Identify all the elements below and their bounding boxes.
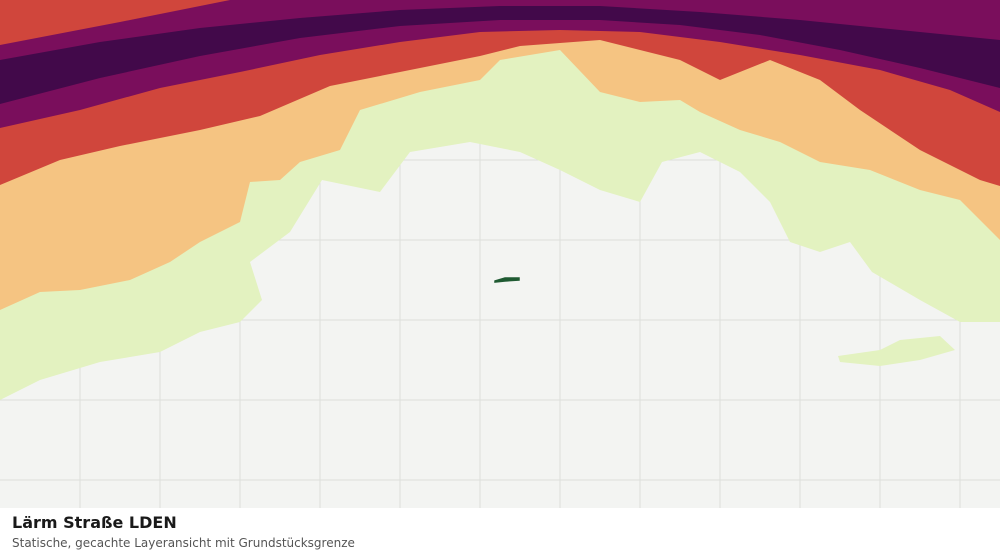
map-caption: Lärm Straße LDEN Statische, gecachte Lay… — [12, 512, 355, 552]
map-title: Lärm Straße LDEN — [12, 513, 177, 532]
noise-zone-extreme — [0, 6, 1000, 104]
map — [0, 0, 1000, 508]
map-subtitle: Statische, gecachte Layeransicht mit Gru… — [12, 536, 355, 550]
parcel-boundary — [494, 277, 520, 283]
noise-zone-low — [838, 336, 955, 366]
